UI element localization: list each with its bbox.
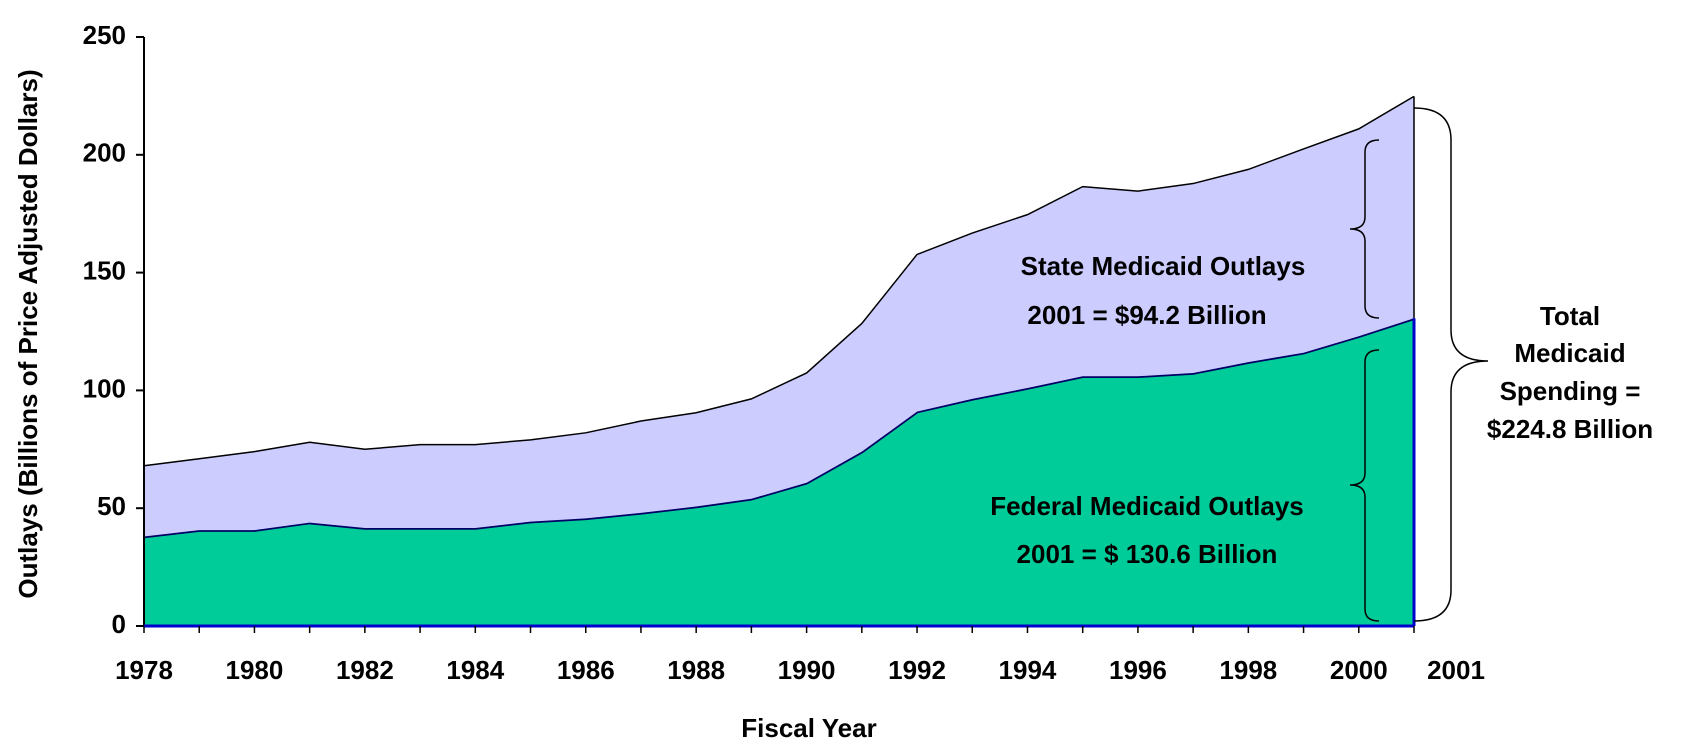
- brace: [1413, 107, 1489, 622]
- brace: [1349, 349, 1380, 622]
- annotation: 2001 = $ 130.6 Billion: [1017, 539, 1278, 569]
- annotation: 2001 = $94.2 Billion: [1027, 300, 1266, 330]
- y-tick-label: 200: [83, 138, 126, 168]
- x-tick-label: 2001: [1427, 655, 1485, 685]
- annotation: State Medicaid Outlays: [1021, 251, 1306, 281]
- x-tick-label: 1980: [226, 655, 284, 685]
- y-tick-label: 100: [83, 373, 126, 403]
- brace: [1349, 139, 1380, 319]
- areas: [143, 95, 1416, 626]
- annotation: Total: [1540, 301, 1600, 331]
- annotation: $224.8 Billion: [1487, 414, 1653, 444]
- x-tick-label: 2000: [1330, 655, 1388, 685]
- x-tick-label: 1988: [667, 655, 725, 685]
- x-tick-label: 1992: [888, 655, 946, 685]
- y-tick-label: 0: [112, 609, 126, 639]
- annotation: Medicaid: [1514, 338, 1625, 368]
- annotation: Federal Medicaid Outlays: [990, 491, 1304, 521]
- area: [144, 318, 1414, 626]
- y-tick-label: 50: [97, 491, 126, 521]
- x-tick-label: 1984: [446, 655, 504, 685]
- x-tick-label: 1986: [557, 655, 615, 685]
- area: [144, 96, 1414, 537]
- x-axis-title: Fiscal Year: [741, 713, 876, 743]
- y-axis-title: Outlays (Billions of Price Adjusted Doll…: [13, 69, 43, 598]
- x-tick-label: 1996: [1109, 655, 1167, 685]
- x-tick-label: 1990: [778, 655, 836, 685]
- y-tick-label: 150: [83, 255, 126, 285]
- x-tick-label: 1998: [1219, 655, 1277, 685]
- annotation: Spending =: [1500, 376, 1641, 406]
- x-tick-label: 1978: [115, 655, 173, 685]
- x-tick-label: 1994: [999, 655, 1057, 685]
- y-tick-label: 250: [83, 20, 126, 50]
- x-tick-label: 1982: [336, 655, 394, 685]
- area-line: [143, 95, 1415, 467]
